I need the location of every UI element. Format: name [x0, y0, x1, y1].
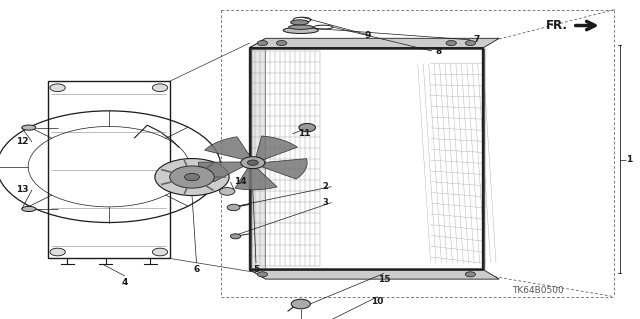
Text: 13: 13 — [16, 185, 29, 194]
Text: 1: 1 — [626, 155, 632, 164]
Ellipse shape — [291, 20, 308, 25]
Circle shape — [50, 248, 65, 256]
Ellipse shape — [283, 27, 319, 33]
Polygon shape — [256, 136, 298, 160]
Polygon shape — [250, 270, 499, 279]
Text: 11: 11 — [298, 130, 310, 138]
Text: TK64B0500: TK64B0500 — [512, 286, 563, 295]
Circle shape — [257, 41, 268, 46]
Text: 10: 10 — [371, 297, 384, 306]
Circle shape — [184, 173, 200, 181]
Polygon shape — [250, 38, 499, 48]
Circle shape — [227, 204, 240, 211]
Circle shape — [446, 41, 456, 46]
Circle shape — [257, 272, 268, 277]
Text: 6: 6 — [193, 265, 200, 274]
Circle shape — [276, 41, 287, 46]
Circle shape — [220, 188, 235, 195]
Circle shape — [465, 272, 476, 277]
Text: FR.: FR. — [547, 19, 568, 32]
Circle shape — [230, 234, 241, 239]
Polygon shape — [198, 162, 243, 182]
Circle shape — [152, 84, 168, 92]
Text: 5: 5 — [253, 265, 259, 274]
Text: 15: 15 — [378, 275, 390, 284]
Text: 12: 12 — [16, 137, 29, 146]
Circle shape — [299, 123, 316, 132]
Circle shape — [241, 157, 265, 169]
Circle shape — [155, 159, 229, 196]
Polygon shape — [235, 168, 277, 190]
Circle shape — [291, 299, 310, 309]
Text: 8: 8 — [435, 47, 442, 56]
Polygon shape — [262, 159, 307, 179]
Circle shape — [50, 84, 65, 92]
Circle shape — [465, 41, 476, 46]
Ellipse shape — [22, 125, 36, 130]
Circle shape — [170, 166, 214, 188]
Text: 7: 7 — [474, 35, 480, 44]
Text: 2: 2 — [323, 182, 328, 191]
Text: 14: 14 — [234, 177, 246, 186]
Polygon shape — [250, 38, 266, 279]
Polygon shape — [205, 137, 250, 160]
Ellipse shape — [22, 206, 36, 211]
Text: 4: 4 — [122, 278, 128, 287]
Ellipse shape — [289, 25, 313, 29]
Circle shape — [248, 160, 259, 165]
Circle shape — [152, 248, 168, 256]
Text: 9: 9 — [365, 31, 371, 40]
Text: 3: 3 — [323, 198, 328, 207]
